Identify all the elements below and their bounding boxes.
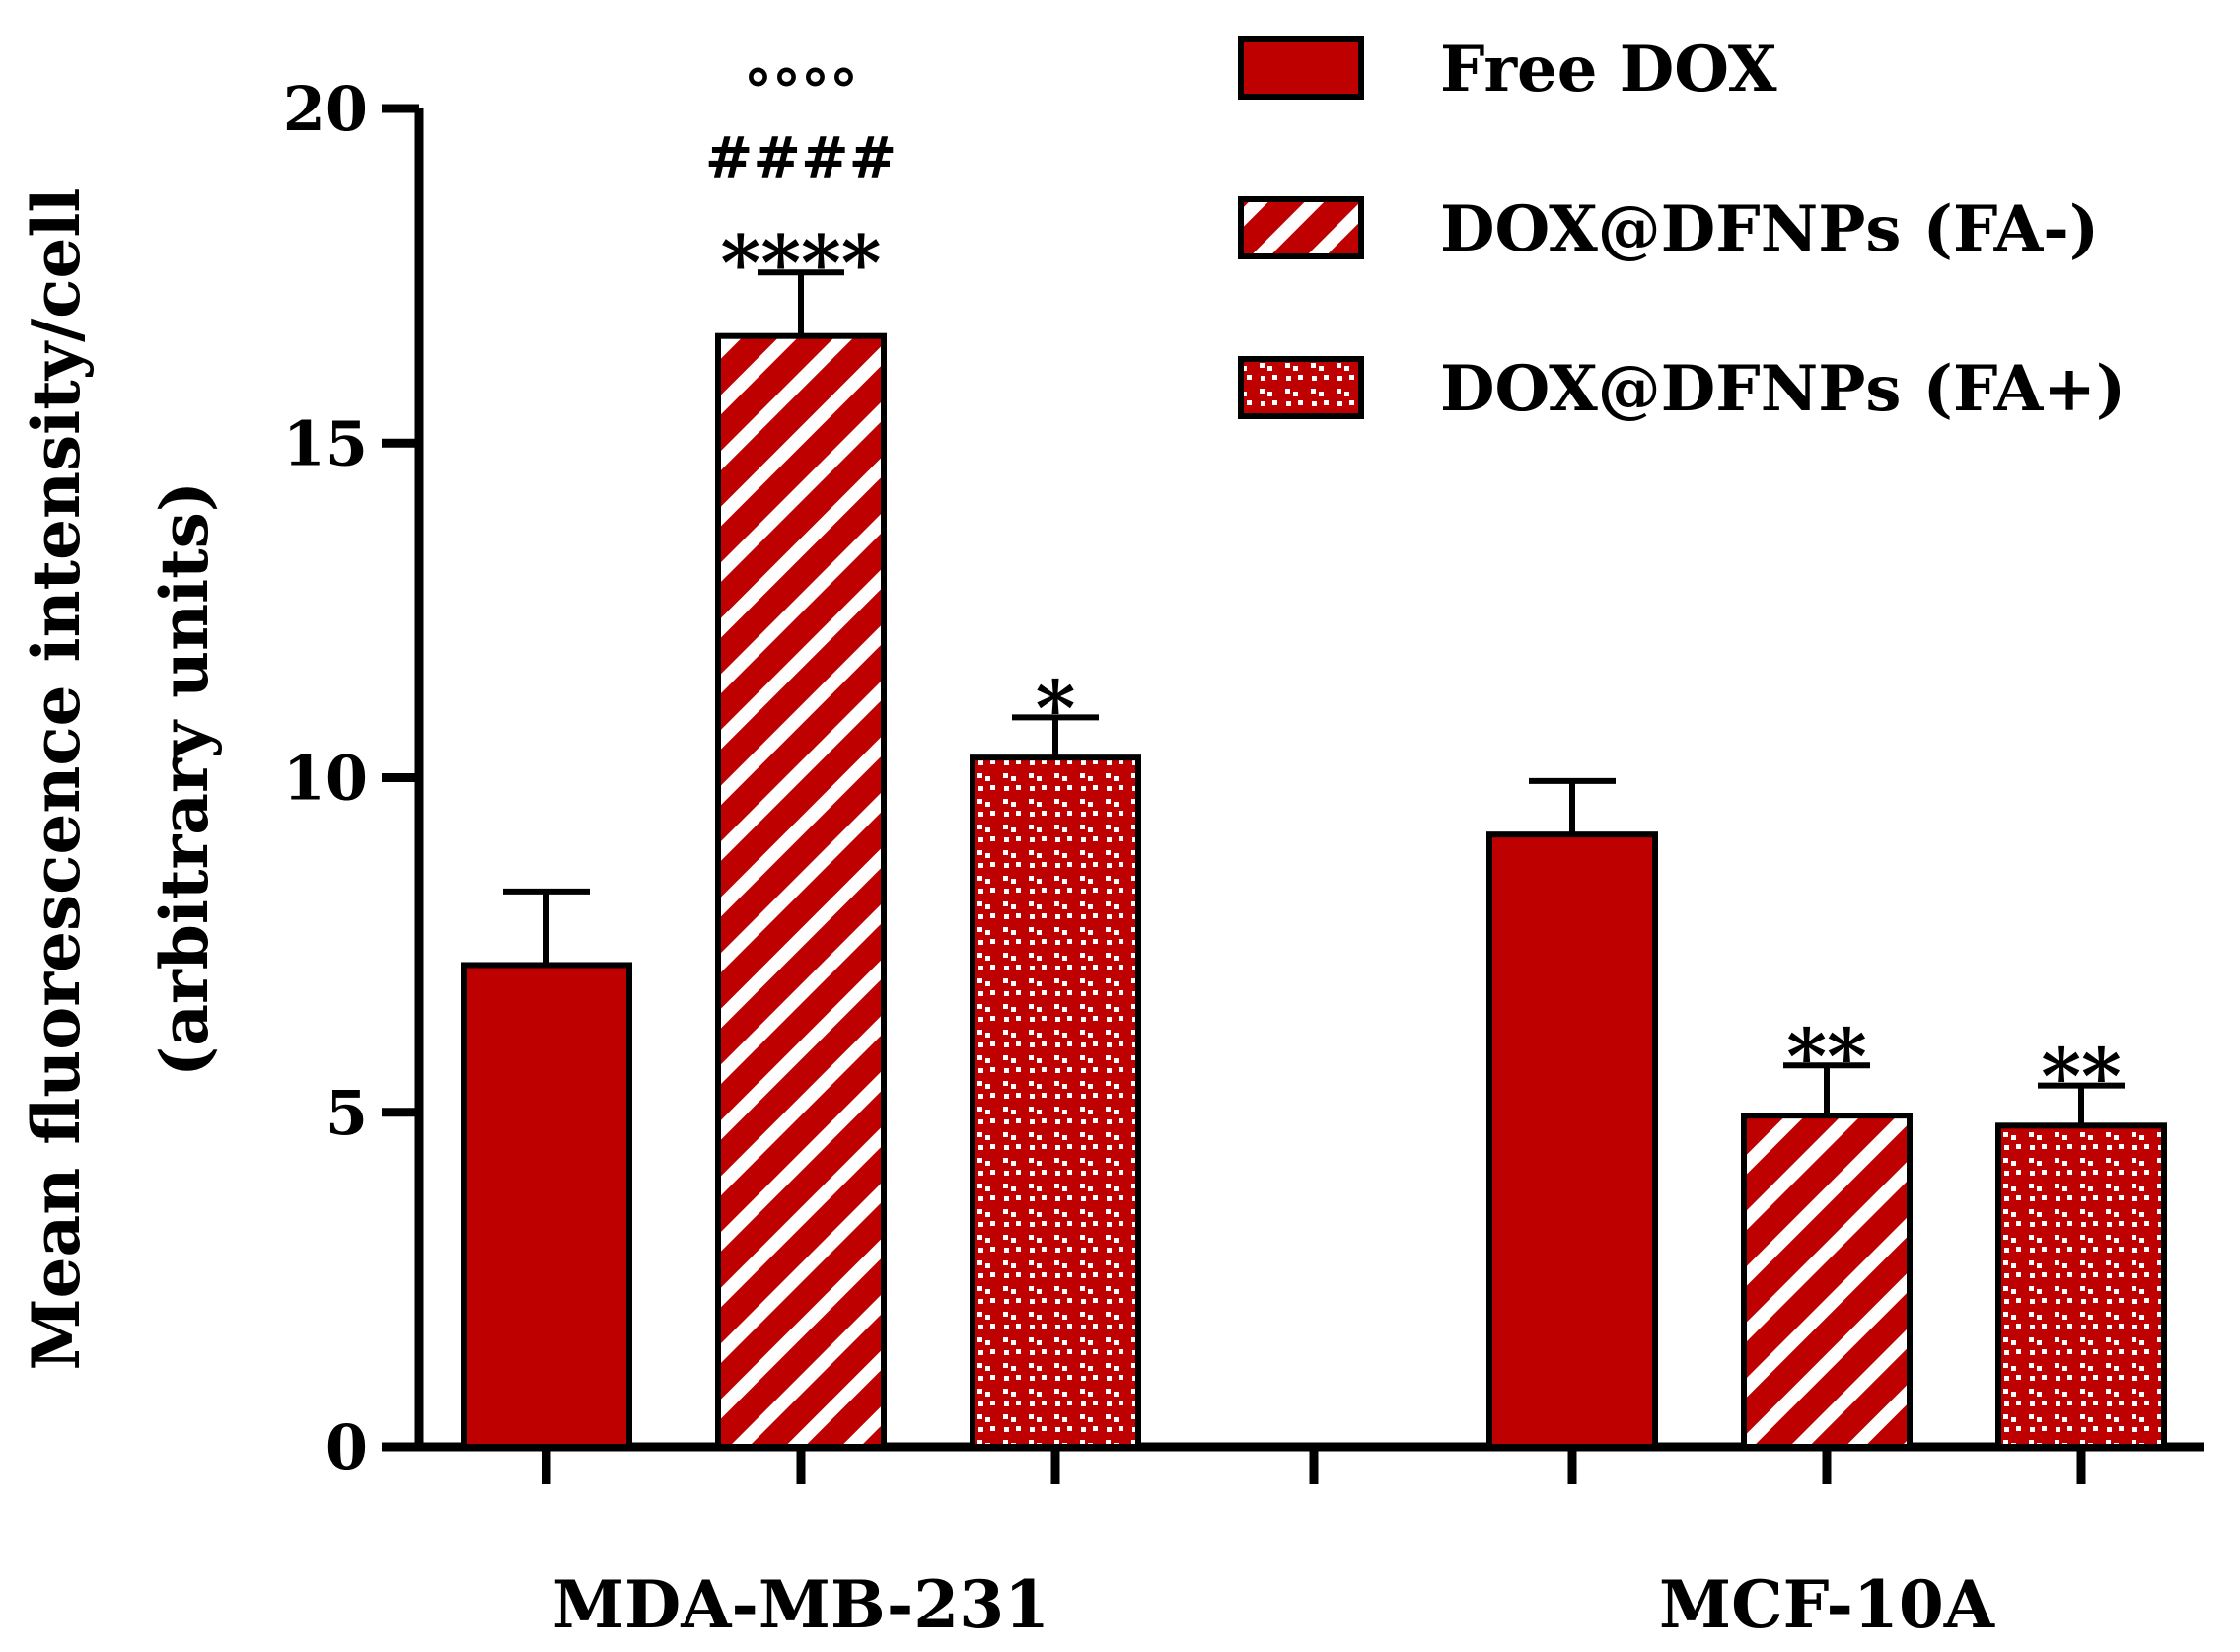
bar-1-2 — [1995, 1122, 2167, 1450]
legend: Free DOX DOX@DFNPs (FA-) DOX@DFNPs (FA+) — [1238, 33, 2126, 426]
y-tick-label: 20 — [283, 73, 368, 145]
bar-0-2 — [970, 754, 1141, 1450]
significance-label: * — [1036, 664, 1076, 754]
x-group-label: MDA-MB-231 — [552, 1566, 1049, 1643]
x-group-label: MCF-10A — [1659, 1566, 1995, 1643]
significance-label: #### — [705, 124, 897, 191]
significance-label: ** — [2041, 1033, 2122, 1122]
y-axis-title-line-2: (arbitrary units) — [146, 481, 223, 1077]
bar-1-0 — [1486, 831, 1658, 1450]
legend-label: DOX@DFNPs (FA-) — [1440, 192, 2099, 266]
y-tick-label: 0 — [325, 1411, 368, 1483]
y-tick-label: 15 — [283, 407, 368, 479]
significance-label: ** — [1786, 1012, 1867, 1102]
significance-label: °°°° — [744, 57, 858, 124]
legend-swatch — [1238, 36, 1364, 100]
bar-0-0 — [461, 962, 632, 1450]
bars: ****####°°°°*** ** — [461, 57, 2167, 1451]
legend-swatch — [1238, 196, 1364, 259]
y-tick-label: 10 — [283, 743, 368, 815]
y-tick-label: 5 — [325, 1077, 368, 1149]
legend-swatch — [1238, 356, 1364, 419]
legend-label: DOX@DFNPs (FA+) — [1440, 352, 2126, 426]
bar-1-1 — [1741, 1113, 1913, 1450]
significance-label: **** — [720, 219, 881, 309]
bar-0-1 — [715, 332, 887, 1451]
legend-label: Free DOX — [1440, 33, 1777, 107]
y-axis-title: Mean fluorescence intensity/cell (arbitra… — [18, 187, 223, 1370]
y-axis-title-line-1: Mean fluorescence intensity/cell — [18, 187, 95, 1370]
axes: 0 5 10 15 20 MDA-MB-231 MCF-10A — [283, 73, 2204, 1643]
